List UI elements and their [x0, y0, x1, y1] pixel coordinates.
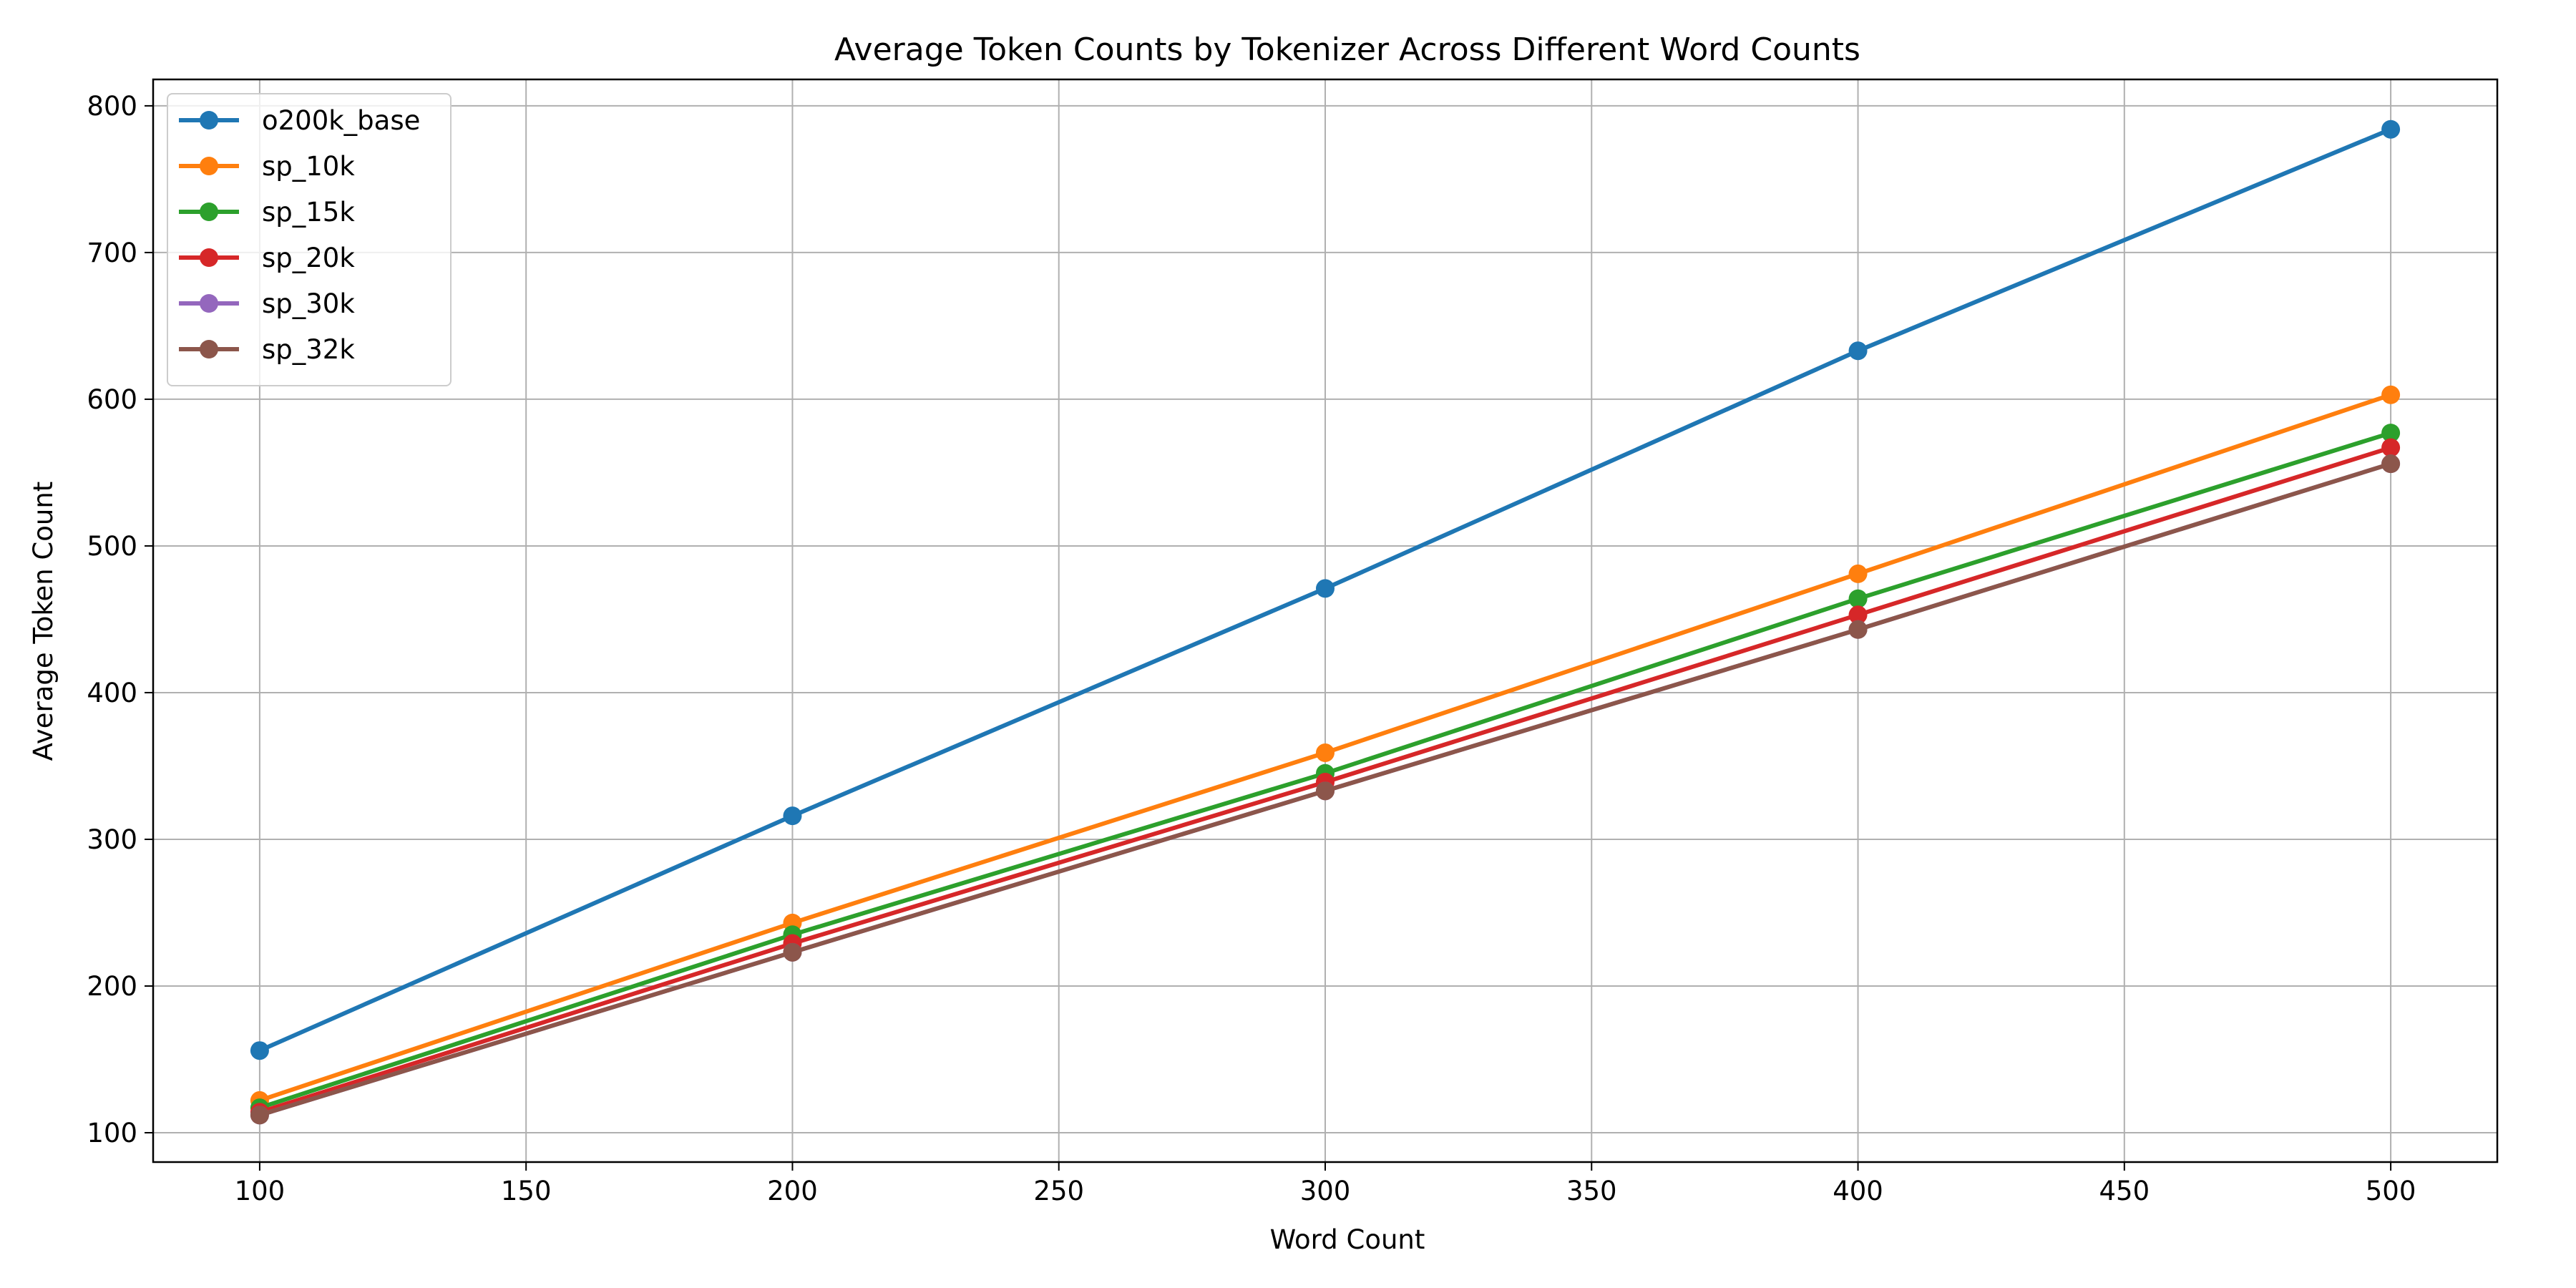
- x-tick-label: 450: [2099, 1176, 2150, 1206]
- series-sp_32k: [250, 454, 2401, 1125]
- x-axis-label: Word Count: [1270, 1224, 1425, 1255]
- legend-swatch-marker: [200, 294, 218, 313]
- data-point: [2381, 385, 2401, 404]
- axis-ticks: 100 150 200 250 300 350 400 450 500 100 200 300 400 5…: [87, 91, 2416, 1206]
- x-tick-label: 150: [501, 1176, 552, 1206]
- data-point: [783, 806, 802, 826]
- data-point: [2381, 424, 2401, 443]
- data-point: [2381, 438, 2401, 457]
- legend-label: sp_32k: [262, 334, 355, 365]
- data-point: [1848, 589, 1868, 608]
- x-tick-label: 100: [235, 1176, 286, 1206]
- data-point: [783, 942, 802, 962]
- chart-title: Average Token Counts by Tokenizer Across…: [834, 31, 1860, 68]
- x-tick-label: 250: [1033, 1176, 1084, 1206]
- data-point: [1316, 743, 1335, 763]
- y-tick-label: 700: [87, 238, 137, 268]
- data-point: [1848, 564, 1868, 583]
- y-tick-label: 800: [87, 91, 137, 122]
- x-tick-label: 400: [1833, 1176, 1883, 1206]
- y-tick-label: 100: [87, 1118, 137, 1148]
- legend-label: sp_10k: [262, 151, 355, 182]
- data-point: [250, 1041, 269, 1060]
- legend-swatch-marker: [200, 248, 218, 267]
- data-point: [1848, 605, 1868, 625]
- legend-swatch-marker: [200, 340, 218, 358]
- legend: o200k_base sp_10k sp_15k sp_20k sp_30k sp_32k: [167, 93, 452, 386]
- legend-swatch-marker: [200, 157, 218, 175]
- data-point: [1316, 781, 1335, 801]
- y-tick-label: 400: [87, 678, 137, 708]
- data-point: [1848, 620, 1868, 639]
- legend-label: sp_15k: [262, 197, 355, 228]
- legend-label: sp_30k: [262, 288, 355, 319]
- legend-label: sp_20k: [262, 243, 355, 273]
- y-tick-label: 500: [87, 531, 137, 562]
- data-point: [2381, 119, 2401, 139]
- data-point: [2381, 454, 2401, 474]
- grid-lines: [153, 79, 2497, 1162]
- x-tick-label: 500: [2366, 1176, 2416, 1206]
- y-axis-label: Average Token Count: [28, 482, 59, 761]
- series-o200k_base: [250, 119, 2401, 1060]
- x-tick-label: 350: [1566, 1176, 1617, 1206]
- x-tick-label: 300: [1300, 1176, 1351, 1206]
- data-point: [1316, 579, 1335, 598]
- x-tick-label: 200: [767, 1176, 818, 1206]
- legend-swatch-marker: [200, 203, 218, 221]
- data-point: [250, 1106, 269, 1125]
- y-tick-label: 300: [87, 824, 137, 855]
- data-series: [250, 119, 2401, 1125]
- data-point: [1848, 341, 1868, 361]
- y-tick-label: 200: [87, 971, 137, 1002]
- y-tick-label: 600: [87, 384, 137, 415]
- legend-label: o200k_base: [262, 105, 420, 136]
- legend-swatch-marker: [200, 111, 218, 130]
